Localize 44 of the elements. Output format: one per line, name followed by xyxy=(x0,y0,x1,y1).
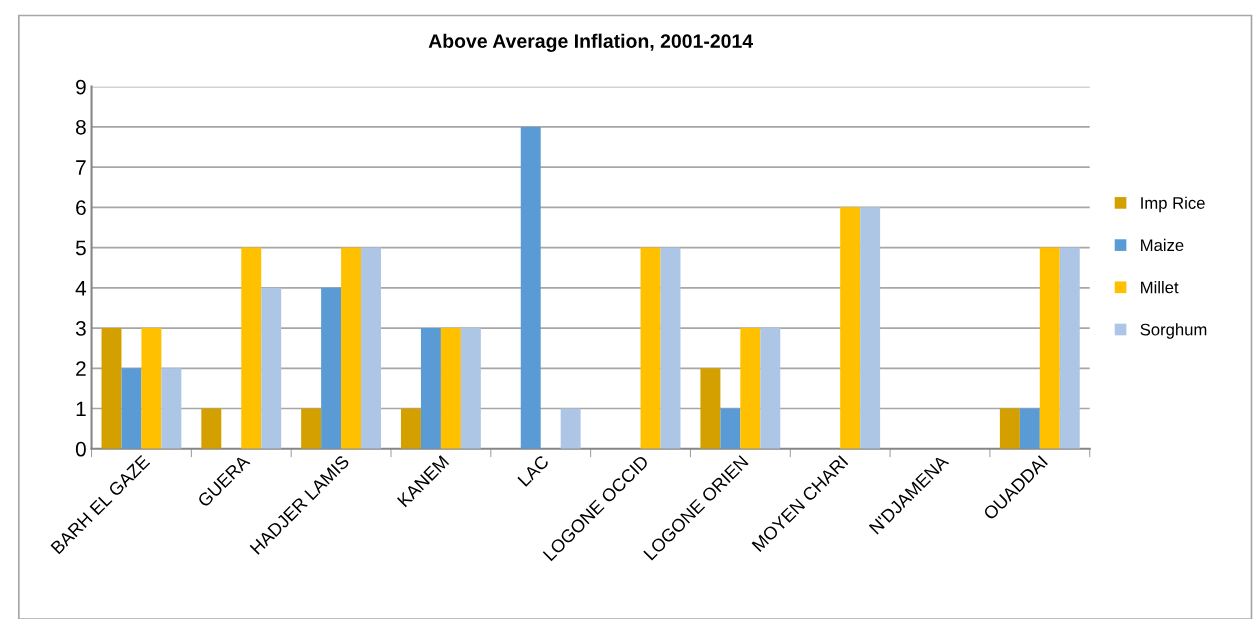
bar xyxy=(700,368,721,449)
bar xyxy=(141,328,162,449)
bar xyxy=(301,408,322,449)
bar xyxy=(121,368,142,449)
bar xyxy=(660,247,681,449)
y-tick-label: 0 xyxy=(75,441,86,457)
bar xyxy=(241,247,262,449)
y-tick-label: 8 xyxy=(76,119,86,135)
bar xyxy=(860,207,881,449)
bar xyxy=(161,368,182,449)
bar xyxy=(1019,408,1040,449)
bar xyxy=(400,408,421,449)
bar xyxy=(720,408,741,449)
legend-label: Maize xyxy=(1141,238,1184,252)
bar xyxy=(999,408,1020,449)
bar xyxy=(840,207,861,449)
bar xyxy=(560,408,581,449)
bar xyxy=(101,328,122,449)
y-tick-label: 3 xyxy=(75,321,86,336)
bar xyxy=(361,247,382,449)
y-tick-label: 2 xyxy=(76,361,86,376)
legend-label: Sorghum xyxy=(1140,323,1207,339)
y-tick-label: 6 xyxy=(76,200,86,216)
bar xyxy=(740,328,761,449)
y-tick-label: 1 xyxy=(76,401,86,417)
chart-title: Above Average Inflation, 2001-2014 xyxy=(428,33,753,52)
bar xyxy=(1039,247,1060,449)
bar xyxy=(640,247,661,449)
y-tick-label: 9 xyxy=(76,79,86,95)
bar xyxy=(321,287,342,449)
bar xyxy=(760,328,781,449)
y-tick-label: 4 xyxy=(75,281,87,296)
y-tick-label: 7 xyxy=(76,160,86,175)
legend-label: Imp Rice xyxy=(1141,196,1205,213)
bar xyxy=(420,328,441,449)
bar xyxy=(261,287,282,449)
bar xyxy=(201,408,222,449)
legend-label: Millet xyxy=(1141,281,1179,294)
bar xyxy=(460,328,481,449)
bar xyxy=(520,126,541,449)
bar xyxy=(1059,247,1080,449)
bar xyxy=(440,328,461,449)
y-tick-label: 5 xyxy=(75,240,86,256)
bar xyxy=(341,247,362,449)
